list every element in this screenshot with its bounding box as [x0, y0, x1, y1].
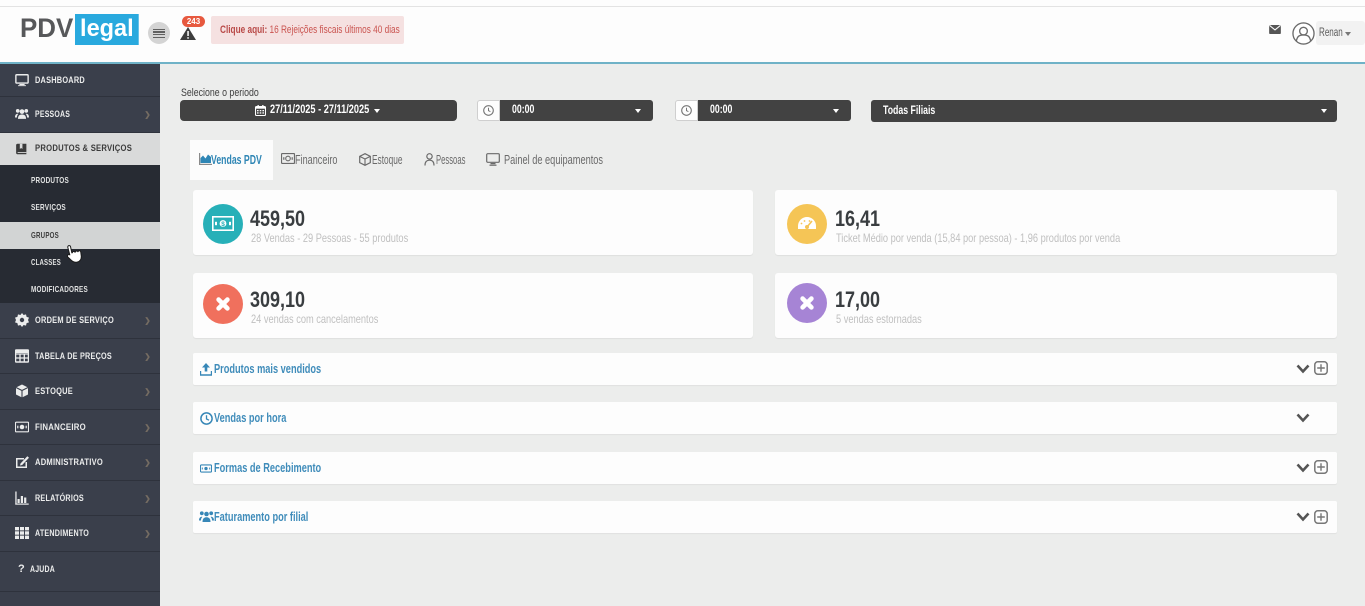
svg-text:$: $	[221, 221, 225, 228]
